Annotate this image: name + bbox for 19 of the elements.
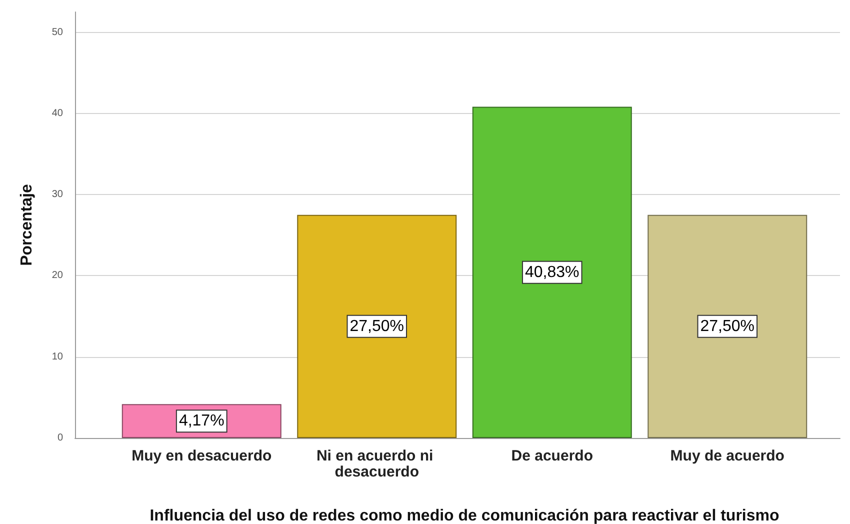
data-label: 27,50% [350, 318, 404, 335]
y-tick-label: 30 [52, 189, 64, 200]
bar [297, 214, 457, 438]
y-tick-label: 40 [52, 108, 64, 119]
data-label: 40,83% [524, 264, 580, 281]
bar [472, 106, 632, 438]
y-tick-label: 20 [52, 270, 64, 282]
x-tick-label: De acuerdo [511, 448, 593, 464]
bar [648, 214, 808, 438]
y-tick-label: 10 [52, 351, 64, 362]
y-tick-label: 50 [52, 26, 64, 38]
x-axis-title: Influencia del uso de redes como medio de comunicación para reactivar el turismo [150, 508, 780, 524]
y-tick-label: 0 [57, 432, 64, 444]
x-tick-label: Muy de acuerdo [670, 448, 784, 464]
x-tick-label: Ni en acuerdo ni desacuerdo [316, 448, 438, 480]
data-label: 27,50% [700, 318, 755, 335]
data-label: 4,17% [178, 412, 224, 430]
y-axis-title: Porcentaje [18, 184, 36, 266]
x-tick-label: Muy en desacuerdo [132, 448, 272, 464]
